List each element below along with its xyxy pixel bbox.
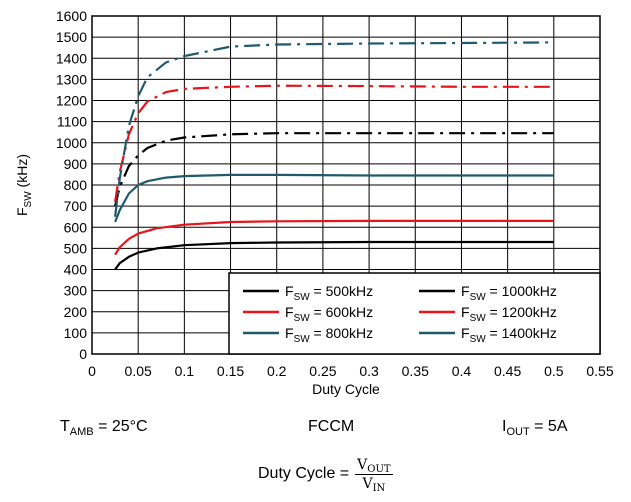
x-tick-label: 0.45 xyxy=(494,363,521,379)
series-line-4 xyxy=(114,132,554,207)
legend-label-6: FSW = 1400kHz xyxy=(461,325,557,345)
y-axis-title: FSW (kHz) xyxy=(14,154,34,216)
x-tick-label: 0.5 xyxy=(544,363,564,379)
legend-label-symbol: F xyxy=(461,304,470,320)
x-tick-label: 0.4 xyxy=(452,363,472,379)
legend-label-subscript: SW xyxy=(294,313,311,324)
iout-symbol: I xyxy=(502,418,507,435)
legend-label-subscript: SW xyxy=(294,334,311,345)
duty-cycle-formula: Duty Cycle = VOUT VIN xyxy=(258,450,393,498)
series-line-1 xyxy=(114,240,554,271)
x-tick-label: 0.1 xyxy=(175,363,195,379)
legend-label-2: FSW = 600kHz xyxy=(285,304,373,324)
chart: 0 0.05 0.1 0.15 0.2 0.25 0.3 0.35 0.4 0.45 0.5 0.55… xyxy=(14,8,614,397)
legend-label-subscript: SW xyxy=(294,292,311,303)
y-tick-label: 1400 xyxy=(56,50,87,66)
x-tick-label: 0.35 xyxy=(402,363,429,379)
y-tick-label: 600 xyxy=(64,219,88,235)
y-axis-ticks: 0 100 200 300 400 500 600 700 800 900 1000 1100 1200… xyxy=(56,8,87,362)
y-tick-label: 800 xyxy=(64,177,88,193)
formula-lhs: Duty Cycle = xyxy=(258,465,350,482)
x-tick-label: 0.3 xyxy=(359,363,379,379)
legend-label-symbol: F xyxy=(461,325,470,341)
x-axis-ticks: 0 0.05 0.1 0.15 0.2 0.25 0.3 0.35 0.4 0.45 0.5 0.55 xyxy=(88,363,614,379)
x-tick-label: 0.05 xyxy=(125,363,152,379)
x-tick-label: 0.2 xyxy=(267,363,287,379)
numerator-subscript: OUT xyxy=(367,463,391,475)
y-tick-label: 300 xyxy=(64,283,88,299)
x-tick-label: 0 xyxy=(88,363,96,379)
y-tick-label: 400 xyxy=(64,262,88,278)
legend-box xyxy=(228,272,601,355)
x-tick-label: 0.15 xyxy=(217,363,244,379)
legend-label-subscript: SW xyxy=(470,313,487,324)
legend-label-symbol: F xyxy=(461,283,470,299)
legend-label-value: = 1400kHz xyxy=(486,325,557,341)
tamb-value: = 25°C xyxy=(93,418,148,435)
y-tick-label: 0 xyxy=(79,346,87,362)
output-current-condition: IOUT = 5A xyxy=(502,418,568,438)
legend-label-value: = 600kHz xyxy=(310,304,373,320)
y-tick-label: 1500 xyxy=(56,29,87,45)
iout-value: = 5A xyxy=(529,418,568,435)
formula-denominator: VIN xyxy=(360,475,387,494)
y-tick-label: 500 xyxy=(64,240,88,256)
legend-label-1: FSW = 500kHz xyxy=(285,283,373,303)
tamb-subscript: AMB xyxy=(69,426,94,438)
ambient-temperature-condition: TAMB = 25°C xyxy=(60,418,148,438)
x-tick-label: 0.25 xyxy=(309,363,336,379)
y-tick-label: 1200 xyxy=(56,93,87,109)
y-tick-label: 1600 xyxy=(56,8,87,24)
legend-label-subscript: SW xyxy=(470,334,487,345)
series-line-3 xyxy=(114,173,554,223)
numerator-symbol: V xyxy=(357,456,368,473)
series-line-6 xyxy=(114,41,554,217)
legend-label-value: = 500kHz xyxy=(310,283,373,299)
legend-label-3: FSW = 800kHz xyxy=(285,325,373,345)
x-tick-label: 0.55 xyxy=(586,363,613,379)
legend-label-symbol: F xyxy=(285,325,294,341)
legend-label-4: FSW = 1000kHz xyxy=(461,283,557,303)
series-layer xyxy=(114,41,554,271)
legend-label-value: = 1200kHz xyxy=(486,304,557,320)
y-tick-label: 1100 xyxy=(57,114,87,130)
y-tick-label: 900 xyxy=(64,156,88,172)
legend-label-value: = 1000kHz xyxy=(486,283,557,299)
y-axis-title-unit: (kHz) xyxy=(14,154,30,191)
denominator-symbol: V xyxy=(362,475,373,492)
denominator-subscript: IN xyxy=(372,482,386,494)
y-tick-label: 200 xyxy=(64,304,88,320)
legend-label-symbol: F xyxy=(285,304,294,320)
mode-condition: FCCM xyxy=(308,418,355,435)
x-axis-title: Duty Cycle xyxy=(312,381,380,397)
legend-label-5: FSW = 1200kHz xyxy=(461,304,557,324)
y-tick-label: 100 xyxy=(64,325,88,341)
y-tick-label: 1000 xyxy=(56,135,87,151)
y-tick-label: 700 xyxy=(64,198,88,214)
formula-numerator: VOUT xyxy=(355,456,393,475)
tamb-symbol: T xyxy=(60,418,70,435)
iout-subscript: OUT xyxy=(506,426,530,438)
legend-label-subscript: SW xyxy=(470,292,487,303)
y-tick-label: 1300 xyxy=(56,71,87,87)
series-line-2 xyxy=(114,219,554,256)
formula-fraction: VOUT VIN xyxy=(355,456,393,494)
legend-label-value: = 800kHz xyxy=(310,325,373,341)
legend-label-symbol: F xyxy=(285,283,294,299)
y-axis-title-subscript: SW xyxy=(23,191,34,208)
y-axis-title-main: F xyxy=(14,207,30,216)
